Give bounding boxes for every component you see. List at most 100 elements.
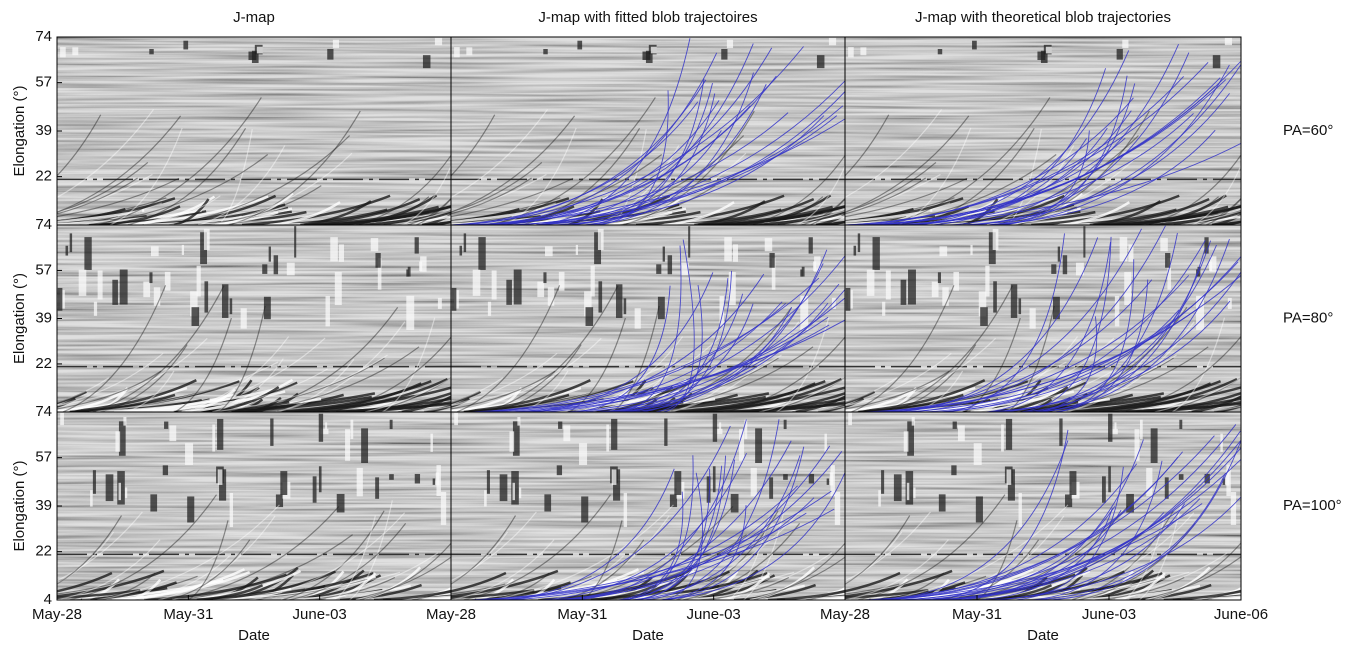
texture-bar <box>1083 226 1086 258</box>
texture-bar <box>942 287 949 306</box>
texture-streak <box>1148 209 1241 225</box>
trajectory <box>922 255 1241 412</box>
texture-bar <box>547 287 555 306</box>
texture-streak <box>201 185 322 225</box>
texture-streak <box>123 390 286 412</box>
texture-bar <box>662 246 665 262</box>
texture-streak <box>57 539 161 600</box>
texture-bar <box>714 428 723 435</box>
texture-streak <box>241 194 391 225</box>
texture-bar <box>724 237 732 262</box>
texture-bar <box>1109 428 1118 435</box>
texture-streak <box>845 571 901 593</box>
y-axis-label: Elongation (°) <box>11 273 28 364</box>
panel <box>451 225 845 412</box>
texture-bar <box>286 262 295 276</box>
trajectory <box>452 101 699 225</box>
texture-streak <box>675 584 805 600</box>
texture-bar <box>318 466 322 493</box>
trajectory <box>585 78 705 225</box>
texture-bar <box>845 287 851 311</box>
trajectory <box>1002 75 1128 225</box>
texture-streak <box>809 405 845 412</box>
texture-bar <box>434 37 443 46</box>
texture-bar <box>556 465 563 476</box>
texture-bar <box>1116 48 1123 60</box>
texture-streak <box>451 583 506 595</box>
texture-streak <box>6 569 41 600</box>
texture-bar <box>634 308 641 329</box>
texture-bar <box>190 291 198 317</box>
texture-streak <box>635 194 785 225</box>
texture-streak <box>468 575 592 600</box>
trajectory <box>933 429 1069 600</box>
texture-streak <box>1031 194 1180 225</box>
texture-bar <box>509 431 515 452</box>
texture-bar <box>414 237 419 254</box>
texture-bar <box>712 466 716 493</box>
texture-bar <box>985 265 990 297</box>
texture-streak <box>99 344 188 412</box>
y-tick-label: 4 <box>44 591 52 608</box>
texture-streak <box>57 202 163 225</box>
texture-streak <box>57 569 165 598</box>
y-tick-label: 22 <box>35 168 52 185</box>
texture-bar <box>196 265 201 297</box>
trajectory <box>932 439 1241 600</box>
texture-bar <box>84 237 92 270</box>
texture-streak <box>229 575 376 600</box>
texture-streak <box>401 395 451 412</box>
texture-streak <box>1220 406 1241 412</box>
texture-bar <box>499 474 508 502</box>
texture-bar <box>1010 284 1018 318</box>
texture-streak <box>733 583 817 600</box>
texture-streak <box>1115 572 1166 600</box>
texture-bar <box>939 246 948 257</box>
texture-bar <box>181 244 185 255</box>
texture-bar <box>853 245 857 256</box>
texture-streak <box>339 583 423 600</box>
texture-streak <box>394 208 451 225</box>
trajectory <box>959 439 1144 600</box>
texture-bar <box>200 232 208 265</box>
texture-bar <box>1006 469 1012 485</box>
texture-streak <box>846 337 997 412</box>
texture-bar <box>221 284 229 318</box>
texture-bar <box>1018 492 1022 528</box>
texture-streak <box>845 377 898 403</box>
texture-streak <box>845 569 953 598</box>
trajectory <box>1038 238 1230 412</box>
texture-streak <box>880 285 1014 412</box>
texture-streak <box>451 511 537 582</box>
trajectory <box>880 451 1183 600</box>
texture-streak <box>451 115 576 213</box>
trajectory <box>618 245 682 412</box>
texture-bar <box>831 297 836 309</box>
texture-streak <box>57 173 153 213</box>
texture-streak <box>1059 201 1131 225</box>
texture-streak <box>212 354 388 412</box>
texture-bar <box>1018 298 1022 315</box>
texture-streak <box>397 395 451 412</box>
texture-streak <box>57 177 138 215</box>
texture-streak <box>407 197 451 225</box>
texture-bar <box>1122 39 1129 49</box>
texture-bar <box>150 246 159 257</box>
texture-bar <box>900 279 907 305</box>
texture-bar <box>826 478 830 485</box>
texture-streak <box>1138 556 1241 600</box>
trajectory <box>576 285 671 412</box>
texture-streak <box>313 211 429 225</box>
texture-streak <box>57 161 149 214</box>
texture-bar <box>430 433 433 452</box>
texture-bar <box>1126 493 1134 513</box>
trajectory <box>507 316 829 412</box>
texture-streak <box>157 515 276 600</box>
trajectory <box>472 490 832 600</box>
trajectory <box>988 83 1136 225</box>
texture-bar <box>275 494 284 508</box>
texture-streak <box>753 542 845 600</box>
texture-streak <box>707 211 823 225</box>
row-label: PA=60° <box>1283 122 1333 139</box>
